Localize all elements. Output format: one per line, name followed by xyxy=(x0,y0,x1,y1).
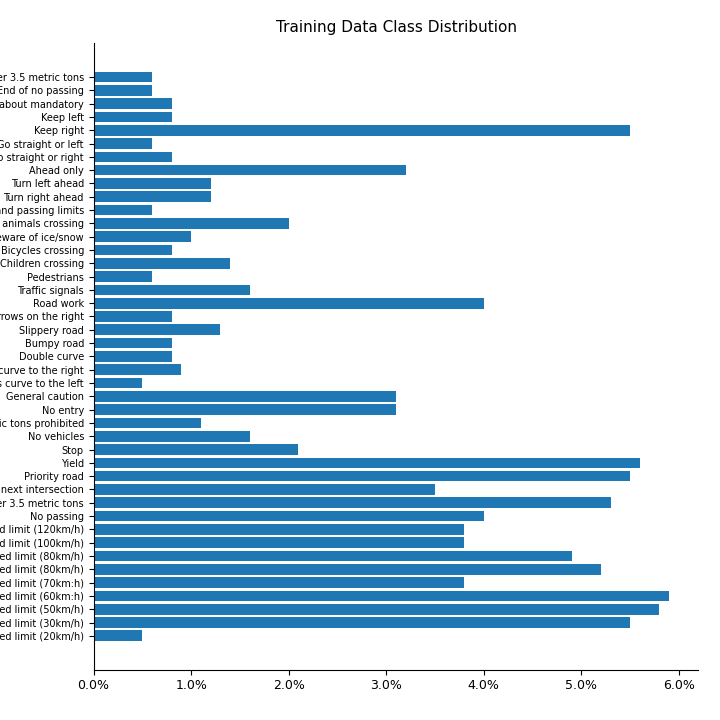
Bar xyxy=(94,418,201,428)
Bar xyxy=(94,604,660,614)
Bar xyxy=(94,405,396,415)
Bar xyxy=(94,590,669,601)
Bar xyxy=(94,138,152,149)
Bar xyxy=(94,338,171,348)
Bar xyxy=(94,218,289,229)
Bar xyxy=(94,112,171,122)
Bar xyxy=(94,165,406,176)
Bar xyxy=(94,351,171,361)
Bar xyxy=(94,444,299,455)
Bar xyxy=(94,245,171,256)
Bar xyxy=(94,125,630,135)
Title: Training Data Class Distribution: Training Data Class Distribution xyxy=(276,20,516,35)
Bar xyxy=(94,524,464,535)
Bar xyxy=(94,564,601,575)
Bar xyxy=(94,284,250,295)
Bar xyxy=(94,85,152,96)
Bar xyxy=(94,99,171,109)
Bar xyxy=(94,431,250,441)
Bar xyxy=(94,471,630,482)
Bar xyxy=(94,457,640,468)
Bar xyxy=(94,231,191,242)
Bar xyxy=(94,178,211,189)
Bar xyxy=(94,391,396,402)
Bar xyxy=(94,510,484,521)
Bar xyxy=(94,364,181,375)
Bar xyxy=(94,151,171,162)
Bar xyxy=(94,577,464,588)
Bar xyxy=(94,298,484,308)
Bar xyxy=(94,325,220,335)
Bar xyxy=(94,72,152,82)
Bar xyxy=(94,617,630,628)
Bar xyxy=(94,192,211,202)
Bar xyxy=(94,378,143,388)
Bar xyxy=(94,271,152,282)
Bar xyxy=(94,204,152,215)
Bar xyxy=(94,484,435,495)
Bar xyxy=(94,631,143,641)
Bar xyxy=(94,311,171,322)
Bar xyxy=(94,498,611,508)
Bar xyxy=(94,551,572,562)
Bar xyxy=(94,258,230,269)
Bar xyxy=(94,537,464,548)
